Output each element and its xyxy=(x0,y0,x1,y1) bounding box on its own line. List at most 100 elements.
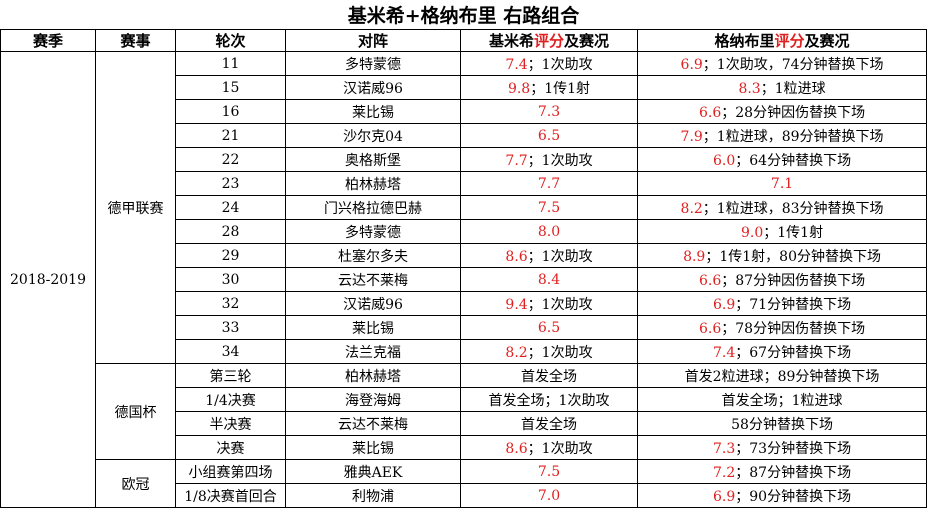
opponent-cell: 云达不莱梅 xyxy=(285,411,461,436)
match-note: ；90分钟替换下场 xyxy=(735,488,852,505)
opponent-cell: 利物浦 xyxy=(285,483,461,508)
table-row: 23 柏林赫塔 7.7 7.1 xyxy=(1,171,928,196)
rating-score: 6.6 xyxy=(698,272,722,289)
rating-score: 7.3 xyxy=(712,440,736,457)
table-row: 32 汉诺威96 9.4；1次助攻 6.9；71分钟替换下场 xyxy=(1,291,928,316)
kimmich-cell: 8.6；1次助攻 xyxy=(460,243,638,268)
opponent-cell: 柏林赫塔 xyxy=(285,171,461,196)
round-cell: 24 xyxy=(175,195,286,220)
match-note: ；1次助攻 xyxy=(527,248,593,265)
header-competition: 赛事 xyxy=(95,29,176,52)
match-note: ；64分钟替换下场 xyxy=(735,152,852,169)
kimmich-cell: 首发全场；1次助攻 xyxy=(460,387,638,412)
opponent-cell: 汉诺威96 xyxy=(285,75,461,100)
match-note: ；1传1射，80分钟替换下场 xyxy=(705,248,881,265)
table-row: 34 法兰克福 8.2；1次助攻 7.4；67分钟替换下场 xyxy=(1,339,928,364)
kimmich-cell: 9.8；1传1射 xyxy=(460,75,638,100)
opponent-cell: 柏林赫塔 xyxy=(285,363,461,388)
table-row: 22 奥格斯堡 7.7；1次助攻 6.0；64分钟替换下场 xyxy=(1,147,928,172)
round-cell: 半决赛 xyxy=(175,411,286,436)
table-row: 15 汉诺威96 9.8；1传1射 8.3；1粒进球 xyxy=(1,75,928,100)
gnabry-cell: 6.6；87分钟因伤替换下场 xyxy=(636,267,928,292)
rating-score: 7.1 xyxy=(770,175,794,192)
table-row: 28 多特蒙德 8.0 9.0；1传1射 xyxy=(1,219,928,244)
rating-score: 8.9 xyxy=(683,248,706,265)
opponent-cell: 莱比锡 xyxy=(285,315,461,340)
rating-score: 7.0 xyxy=(537,487,561,504)
match-note: ；1次助攻 xyxy=(527,152,593,169)
header-text: 基米希 xyxy=(488,32,534,50)
rating-score: 6.6 xyxy=(698,104,722,121)
gnabry-cell: 8.2；1粒进球，83分钟替换下场 xyxy=(636,195,928,220)
kimmich-cell: 首发全场 xyxy=(460,411,638,436)
round-cell: 11 xyxy=(175,51,286,76)
rating-score: 7.2 xyxy=(712,464,736,481)
gnabry-cell: 9.0；1传1射 xyxy=(636,219,928,244)
kimmich-cell: 6.5 xyxy=(460,123,638,148)
gnabry-cell: 6.9；71分钟替换下场 xyxy=(636,291,928,316)
table-row: 德国杯 第三轮 柏林赫塔 首发全场 首发2粒进球；89分钟替换下场 xyxy=(1,363,928,460)
header-opponent: 对阵 xyxy=(285,29,461,52)
match-note: ；78分钟因伤替换下场 xyxy=(721,320,866,337)
match-note: ；1次助攻，74分钟替换下场 xyxy=(702,56,884,73)
round-cell: 决赛 xyxy=(175,435,286,460)
round-cell: 30 xyxy=(175,267,286,292)
opponent-cell: 海登海姆 xyxy=(285,387,461,412)
match-note: ；1传1射 xyxy=(763,224,824,241)
rating-score: 6.0 xyxy=(712,152,736,169)
rating-score: 6.9 xyxy=(680,56,703,73)
match-note: ；67分钟替换下场 xyxy=(735,344,852,361)
table-row: 1/8决赛首回合 利物浦 7.0 6.9；90分钟替换下场 xyxy=(1,483,928,508)
competition-cell: 德甲联赛 xyxy=(95,51,176,364)
kimmich-cell: 7.5 xyxy=(460,195,638,220)
rating-score: 8.6 xyxy=(505,248,528,265)
header-text: 及赛况 xyxy=(564,32,610,50)
match-note: ；87分钟因伤替换下场 xyxy=(721,272,866,289)
round-cell: 29 xyxy=(175,243,286,268)
rating-score: 7.9 xyxy=(680,128,703,145)
gnabry-cell: 7.2；87分钟替换下场 xyxy=(636,459,928,484)
gnabry-cell: 首发全场；1粒进球 xyxy=(636,387,928,412)
gnabry-cell: 58分钟替换下场 xyxy=(636,411,928,436)
rating-score: 7.5 xyxy=(537,199,561,216)
kimmich-cell: 9.4；1次助攻 xyxy=(460,291,638,316)
match-note: ；28分钟因伤替换下场 xyxy=(721,104,866,121)
match-note: ；73分钟替换下场 xyxy=(735,440,852,457)
rating-score: 6.6 xyxy=(698,320,722,337)
rating-score: 7.7 xyxy=(537,175,561,192)
rating-score: 9.8 xyxy=(507,80,531,97)
table-row: 21 沙尔克04 6.5 7.9；1粒进球，89分钟替换下场 xyxy=(1,123,928,148)
opponent-cell: 莱比锡 xyxy=(285,435,461,460)
rating-score: 8.6 xyxy=(505,440,528,457)
header-text: 格纳布里 xyxy=(714,32,775,50)
round-cell: 34 xyxy=(175,339,286,364)
round-cell: 第三轮 xyxy=(175,363,286,388)
kimmich-cell: 6.5 xyxy=(460,315,638,340)
round-cell: 28 xyxy=(175,219,286,244)
gnabry-cell: 6.6；78分钟因伤替换下场 xyxy=(636,315,928,340)
match-note: ；1粒进球，89分钟替换下场 xyxy=(702,128,884,145)
gnabry-cell: 8.3；1粒进球 xyxy=(636,75,928,100)
round-cell: 15 xyxy=(175,75,286,100)
match-note: 首发全场；1粒进球 xyxy=(721,392,843,409)
header-round: 轮次 xyxy=(175,29,286,52)
match-note: ；1次助攻 xyxy=(527,344,593,361)
rating-score: 6.9 xyxy=(712,296,736,313)
kimmich-cell: 8.2；1次助攻 xyxy=(460,339,638,364)
rating-score: 7.4 xyxy=(505,56,528,73)
gnabry-cell: 8.9；1传1射，80分钟替换下场 xyxy=(636,243,928,268)
competition-cell: 欧冠 xyxy=(95,459,176,508)
gnabry-cell: 7.1 xyxy=(636,171,928,196)
match-note: ；1传1射 xyxy=(530,80,591,97)
opponent-cell: 杜塞尔多夫 xyxy=(285,243,461,268)
kimmich-cell: 首发全场 xyxy=(460,363,638,388)
header-row: 赛季 赛事 轮次 对阵 基米希评分及赛况 格纳布里评分及赛况 xyxy=(0,29,928,52)
kimmich-cell: 7.3 xyxy=(460,99,638,124)
match-note: 首发2粒进球；89分钟替换下场 xyxy=(684,368,880,385)
round-cell: 33 xyxy=(175,315,286,340)
round-cell: 21 xyxy=(175,123,286,148)
round-cell: 1/8决赛首回合 xyxy=(175,483,286,508)
opponent-cell: 奥格斯堡 xyxy=(285,147,461,172)
table-row: 33 莱比锡 6.5 6.6；78分钟因伤替换下场 xyxy=(1,315,928,340)
